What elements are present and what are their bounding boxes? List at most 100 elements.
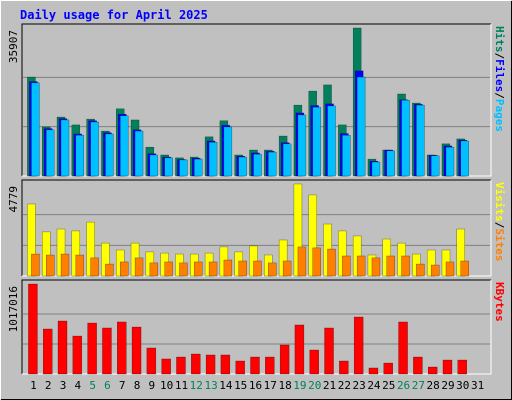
bar xyxy=(416,104,425,177)
bar xyxy=(253,260,262,277)
bar xyxy=(46,254,55,277)
bar xyxy=(105,133,114,177)
bar xyxy=(297,246,307,277)
bar xyxy=(312,247,321,277)
bar xyxy=(149,262,159,277)
bar xyxy=(460,140,469,177)
bar xyxy=(102,327,112,375)
bar xyxy=(265,356,275,375)
bar xyxy=(383,362,393,375)
x-tick-label: 29 xyxy=(441,379,454,392)
legend-entry: Hits xyxy=(493,26,506,53)
bar xyxy=(176,356,186,375)
bar xyxy=(179,262,188,277)
x-tick-label: 22 xyxy=(338,379,351,392)
bar xyxy=(445,261,455,277)
panel-border-dark xyxy=(21,23,491,176)
bar xyxy=(327,105,336,177)
bar xyxy=(312,106,321,177)
bar xyxy=(401,99,410,177)
x-tick-label: 23 xyxy=(353,379,366,392)
bar xyxy=(356,255,366,277)
legend-separator: / xyxy=(493,53,506,60)
bar xyxy=(31,253,40,277)
x-tick-label: 16 xyxy=(249,379,262,392)
bar xyxy=(205,354,216,375)
bar xyxy=(386,255,395,277)
bar xyxy=(134,257,144,277)
bar xyxy=(72,335,83,375)
bar xyxy=(75,254,85,277)
bar xyxy=(191,353,201,375)
bar xyxy=(194,158,203,177)
x-tick-label: 8 xyxy=(134,379,141,392)
x-tick-label: 20 xyxy=(308,379,321,392)
bar xyxy=(294,324,305,375)
bar xyxy=(342,255,351,277)
x-tick-label: 26 xyxy=(397,379,410,392)
x-tick-label: 28 xyxy=(427,379,440,392)
bar xyxy=(279,344,290,375)
bar xyxy=(57,320,68,375)
bar xyxy=(223,126,233,177)
bar xyxy=(327,248,336,277)
bar xyxy=(238,156,247,177)
x-tick-label: 10 xyxy=(160,379,173,392)
bar xyxy=(386,150,395,177)
panel-border-dark xyxy=(21,179,491,276)
x-tick-label: 3 xyxy=(60,379,67,392)
x-tick-label: 7 xyxy=(119,379,126,392)
bar xyxy=(430,264,440,277)
bar xyxy=(371,161,381,177)
x-tick-label: 17 xyxy=(264,379,277,392)
legend-entry: Visits xyxy=(493,182,506,222)
bar xyxy=(90,121,99,177)
bar xyxy=(282,260,292,277)
bar xyxy=(235,360,245,375)
legend: Hits/Files/Pages xyxy=(493,26,506,132)
bar xyxy=(416,263,425,277)
bar xyxy=(368,367,379,375)
bar xyxy=(460,260,469,277)
x-tick-label: 9 xyxy=(149,379,156,392)
bar xyxy=(31,82,40,177)
x-tick-label: 30 xyxy=(456,379,469,392)
bar xyxy=(309,349,319,375)
x-tick-label: 31 xyxy=(471,379,484,392)
legend-separator: / xyxy=(493,222,506,229)
legend-separator: / xyxy=(493,92,506,99)
bar xyxy=(339,360,349,375)
bar xyxy=(146,347,157,375)
bar xyxy=(164,157,173,177)
x-tick-label: 21 xyxy=(323,379,336,392)
x-tick-label: 5 xyxy=(89,379,96,392)
bar xyxy=(457,359,467,375)
bar xyxy=(253,153,262,177)
x-tick-label: 15 xyxy=(234,379,247,392)
bar xyxy=(194,261,203,277)
bar xyxy=(90,257,99,277)
bar xyxy=(282,143,292,177)
bar xyxy=(398,321,408,375)
x-tick-label: 4 xyxy=(75,379,82,392)
bar xyxy=(297,114,307,177)
x-tick-label: 13 xyxy=(204,379,217,392)
x-tick-label: 18 xyxy=(278,379,291,392)
bar xyxy=(60,119,70,177)
bar xyxy=(238,260,247,277)
x-tick-label: 24 xyxy=(367,379,381,392)
bar xyxy=(164,261,173,277)
bar xyxy=(43,328,53,375)
bar xyxy=(220,354,231,375)
bar xyxy=(342,134,351,177)
x-tick-label: 14 xyxy=(219,379,233,392)
bar xyxy=(149,154,159,177)
bar xyxy=(117,321,127,375)
bar xyxy=(134,130,144,177)
legend-entry: Sites xyxy=(493,228,506,261)
bar xyxy=(179,159,188,177)
legend: Visits/Sites xyxy=(493,182,506,262)
bar xyxy=(120,115,129,177)
